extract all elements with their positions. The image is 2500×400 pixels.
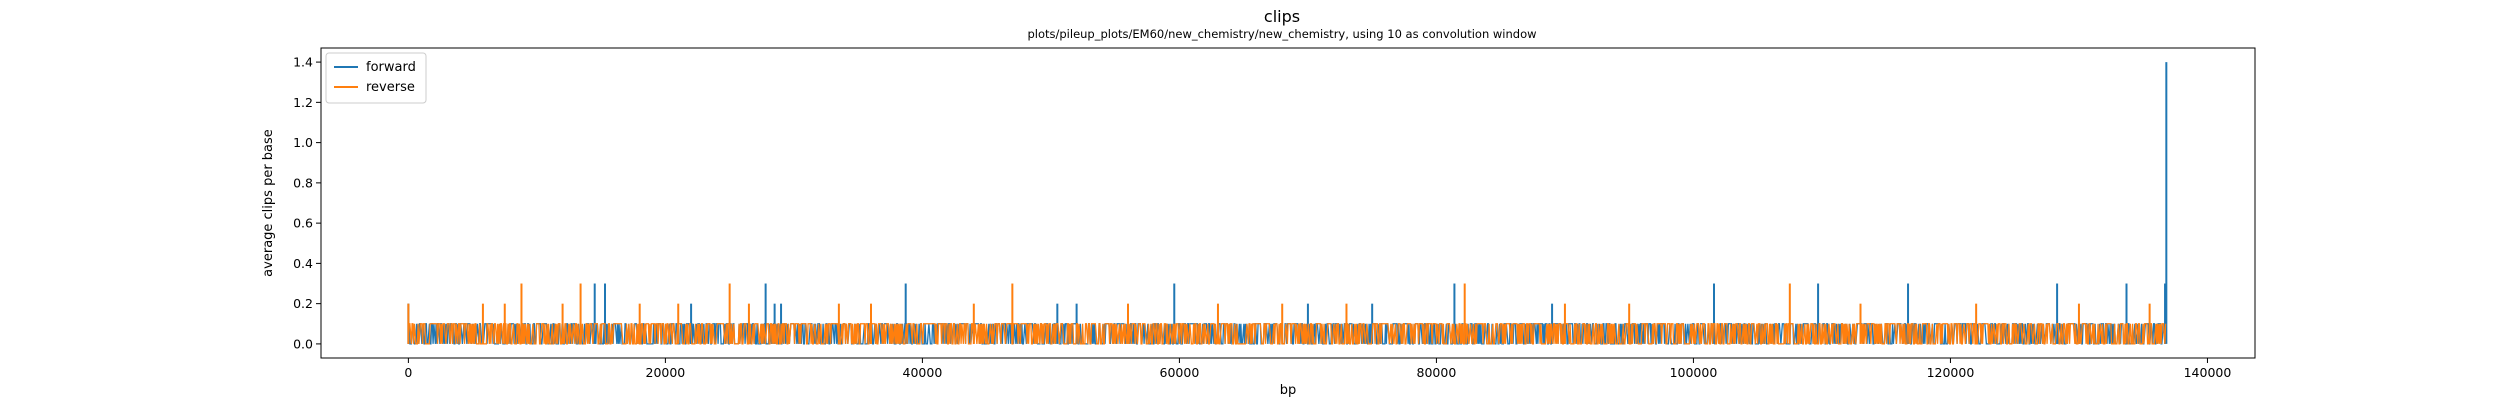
x-tick-label: 40000 <box>903 365 943 380</box>
x-tick-label: 80000 <box>1417 365 1457 380</box>
y-tick-label: 0.2 <box>293 296 313 311</box>
x-tick-label: 20000 <box>646 365 686 380</box>
axes-frame <box>320 47 2256 359</box>
y-tick-label: 0.4 <box>293 256 313 271</box>
series-line-reverse <box>407 323 2167 345</box>
legend-forward-label: forward <box>366 60 416 75</box>
legend-reverse-label: reverse <box>366 80 415 95</box>
chart-title: clips <box>1264 7 1300 26</box>
x-tick-label: 60000 <box>1160 365 1200 380</box>
y-tick-label: 0.0 <box>293 336 313 351</box>
series-layer <box>407 62 2168 345</box>
y-tick-label: 0.6 <box>293 216 313 231</box>
x-axis-ticks: 0 20000 40000 60000 80000 100000 120000 140000 <box>404 358 2231 380</box>
chart-subtitle: plots/pileup_plots/EM60/new_chemistry/ne… <box>1027 27 1536 41</box>
y-tick-label: 0.8 <box>293 175 313 190</box>
y-axis-ticks: 0.0 0.2 0.4 0.6 0.8 1.0 1.2 1.4 <box>293 55 321 351</box>
y-tick-label: 1.2 <box>293 95 313 110</box>
y-tick-label: 1.4 <box>293 55 313 70</box>
plot-area <box>320 47 2256 359</box>
x-tick-label: 120000 <box>1927 365 1975 380</box>
x-tick-label: 140000 <box>2184 365 2232 380</box>
y-axis-label: average clips per base <box>261 129 276 277</box>
x-tick-label: 0 <box>404 365 412 380</box>
y-tick-label: 1.0 <box>293 135 313 150</box>
legend: forward reverse <box>325 52 427 104</box>
x-tick-label: 100000 <box>1670 365 1718 380</box>
x-axis-label: bp <box>1280 383 1297 398</box>
legend-box <box>325 52 427 104</box>
